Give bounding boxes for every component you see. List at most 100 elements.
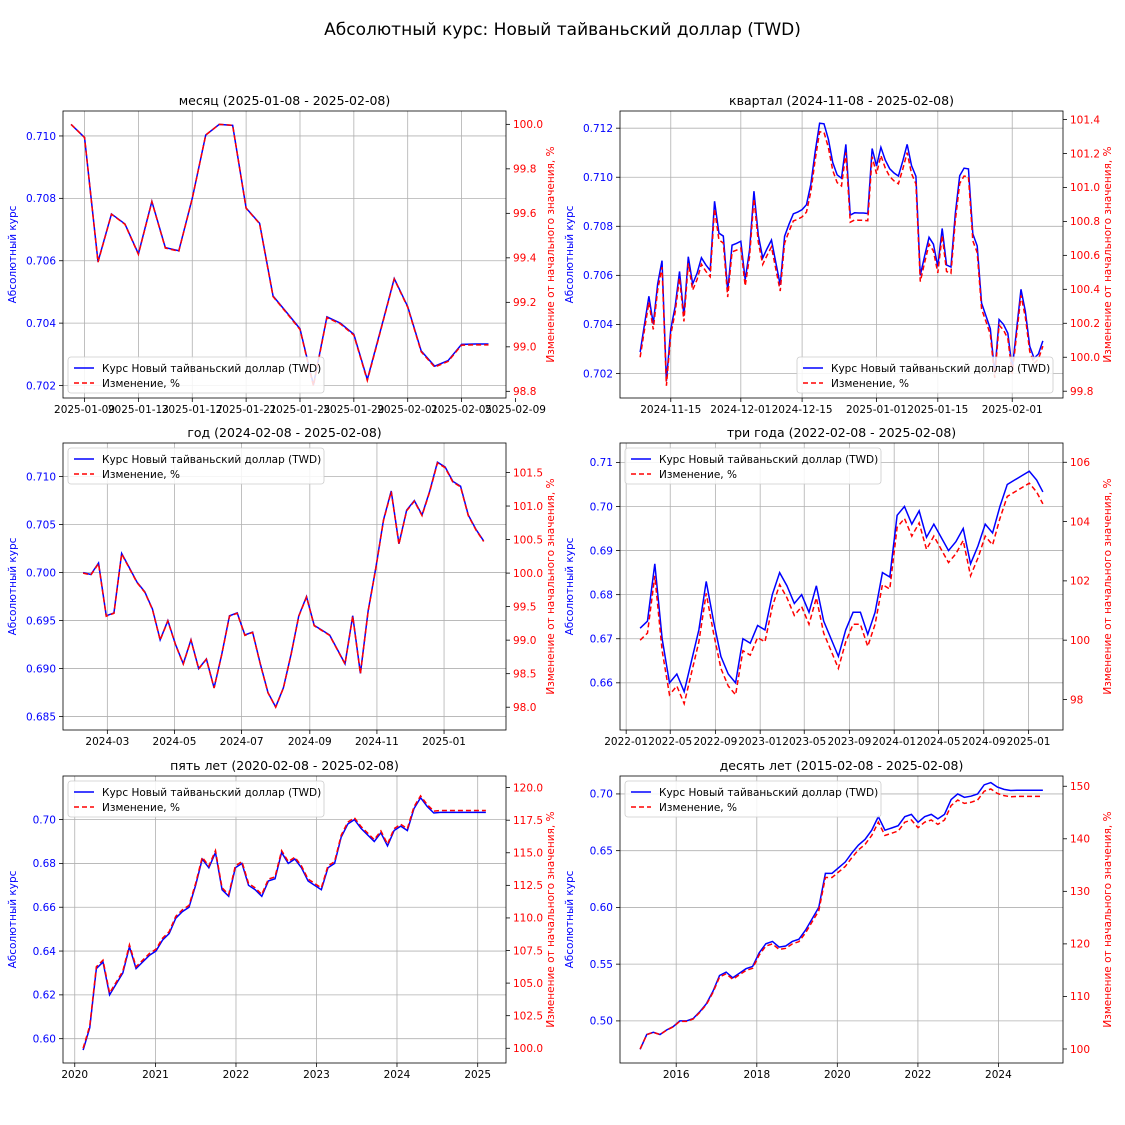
x-tick-label: 2025-02-01 <box>982 404 1043 416</box>
x-tick-label: 2025-01-13 <box>108 404 169 416</box>
x-tick-label: 2016 <box>663 1069 690 1081</box>
y-tick-label: 0.712 <box>583 123 613 135</box>
x-tick-label: 2024-12-15 <box>772 404 833 416</box>
y-axis-label: Абсолютный курс <box>7 870 19 968</box>
y-axis-label: Абсолютный курс <box>7 205 19 303</box>
y2-tick-label: 100.4 <box>1070 284 1100 296</box>
series-line-rate <box>639 122 1044 382</box>
x-tick-label: 2024-12-01 <box>710 404 771 416</box>
x-tick-label: 2025-01-21 <box>216 404 277 416</box>
series-line-change <box>82 461 485 709</box>
chart-title: год (2024-02-08 - 2025-02-08) <box>187 425 381 440</box>
plot-frame <box>62 110 507 399</box>
y-tick-label: 0.50 <box>590 1016 613 1028</box>
y2-axis-label: Изменение от начального значения, % <box>1102 146 1114 362</box>
y2-tick-label: 100.0 <box>513 568 543 580</box>
x-tick-label: 2022-09 <box>693 736 737 748</box>
x-tick-label: 2022-01 <box>604 736 648 748</box>
y-tick-label: 0.706 <box>583 270 613 282</box>
y-tick-label: 0.65 <box>590 845 613 857</box>
y-tick-label: 0.71 <box>590 457 613 469</box>
y-tick-label: 0.706 <box>26 256 56 268</box>
y2-axis-label: Изменение от начального значения, % <box>1102 478 1114 694</box>
y-tick-label: 0.67 <box>590 634 613 646</box>
y-tick-label: 0.68 <box>590 589 613 601</box>
y-tick-label: 0.705 <box>26 519 56 531</box>
x-tick-label: 2025-01-15 <box>907 404 968 416</box>
y-tick-label: 0.69 <box>590 545 613 557</box>
y-tick-label: 0.62 <box>33 990 56 1002</box>
legend-label-change: Изменение, % <box>102 469 180 481</box>
y2-tick-label: 120 <box>1070 939 1090 951</box>
x-tick-label: 2024-11-15 <box>640 404 701 416</box>
series-line-rate <box>82 796 486 1051</box>
y2-tick-label: 99.4 <box>513 253 537 265</box>
y2-tick-label: 98.0 <box>513 702 536 714</box>
y2-tick-label: 117.5 <box>513 815 543 827</box>
y2-axis-label: Изменение от начального значения, % <box>545 478 557 694</box>
x-tick-label: 2024-07 <box>220 736 264 748</box>
y-tick-label: 0.68 <box>33 858 56 870</box>
chart-title: десять лет (2015-02-08 - 2025-02-08) <box>720 758 964 773</box>
legend: Курс Новый тайваньский доллар (TWD) Измен… <box>67 780 325 818</box>
y2-tick-label: 98 <box>1070 694 1083 706</box>
x-tick-label: 2020 <box>824 1069 851 1081</box>
y2-tick-label: 115.0 <box>513 848 543 860</box>
series-line-change <box>639 788 1043 1050</box>
y-tick-label: 0.695 <box>26 615 56 627</box>
y-axis-label: Абсолютный курс <box>564 537 576 635</box>
x-tick-label: 2025-02-01 <box>377 404 438 416</box>
y-tick-label: 0.685 <box>26 711 56 723</box>
y-tick-label: 0.70 <box>33 814 56 826</box>
y2-tick-label: 140 <box>1070 834 1090 846</box>
chart-title: месяц (2025-01-08 - 2025-02-08) <box>179 93 391 108</box>
legend-label-rate: Курс Новый тайваньский доллар (TWD) <box>102 787 321 799</box>
legend-label-rate: Курс Новый тайваньский доллар (TWD) <box>102 363 321 375</box>
y2-tick-label: 106 <box>1070 457 1090 469</box>
series-line-rate <box>82 461 485 709</box>
legend: Курс Новый тайваньский доллар (TWD) Измен… <box>624 447 882 485</box>
chart-title: пять лет (2020-02-08 - 2025-02-08) <box>170 758 399 773</box>
y2-tick-label: 98.5 <box>513 668 536 680</box>
x-tick-label: 2018 <box>743 1069 770 1081</box>
x-tick-label: 2024-01 <box>872 736 916 748</box>
x-tick-label: 2025-01 <box>1007 736 1051 748</box>
y-tick-label: 0.704 <box>26 318 56 330</box>
chart-title: квартал (2024-11-08 - 2025-02-08) <box>729 93 954 108</box>
x-tick-label: 2025-01-25 <box>269 404 330 416</box>
y2-tick-label: 102.5 <box>513 1010 543 1022</box>
series-line-change <box>82 794 486 1049</box>
plot-frame <box>619 110 1064 399</box>
plot-frame <box>619 442 1064 731</box>
legend-label-change: Изменение, % <box>831 378 909 390</box>
y2-tick-label: 110 <box>1070 991 1090 1003</box>
chart-5: 2020 2021 2022 2023 2024 2025 0.60 0.62 0.64 0.66… <box>7 758 557 1081</box>
legend-label-rate: Курс Новый тайваньский доллар (TWD) <box>102 454 321 466</box>
x-tick-label: 2025 <box>464 1069 491 1081</box>
x-tick-label: 2025-02-09 <box>485 404 546 416</box>
x-tick-label: 2023-05 <box>782 736 826 748</box>
x-tick-label: 2022 <box>223 1069 250 1081</box>
y-tick-label: 0.60 <box>33 1033 56 1045</box>
x-tick-label: 2025-02-05 <box>431 404 492 416</box>
y-axis-label: Абсолютный курс <box>7 537 19 635</box>
legend: Курс Новый тайваньский доллар (TWD) Измен… <box>796 356 1054 394</box>
plot-frame <box>619 775 1064 1064</box>
x-tick-label: 2025-01-09 <box>54 404 115 416</box>
x-tick-label: 2025-01-29 <box>323 404 384 416</box>
y-axis-label: Абсолютный курс <box>564 205 576 303</box>
legend-label-change: Изменение, % <box>102 802 180 814</box>
y2-axis-label: Изменение от начального значения, % <box>1102 811 1114 1027</box>
y-tick-label: 0.710 <box>583 172 613 184</box>
x-tick-label: 2023-01 <box>738 736 782 748</box>
x-tick-label: 2021 <box>142 1069 169 1081</box>
legend-box <box>67 447 325 485</box>
y2-tick-label: 99.0 <box>513 342 536 354</box>
y2-tick-label: 100.5 <box>513 534 543 546</box>
plot-frame <box>62 442 507 731</box>
y2-tick-label: 100 <box>1070 635 1090 647</box>
y2-tick-label: 101.5 <box>513 467 543 479</box>
y2-tick-label: 101.2 <box>1070 148 1100 160</box>
y-tick-label: 0.690 <box>26 663 56 675</box>
series-line-change <box>639 130 1044 386</box>
